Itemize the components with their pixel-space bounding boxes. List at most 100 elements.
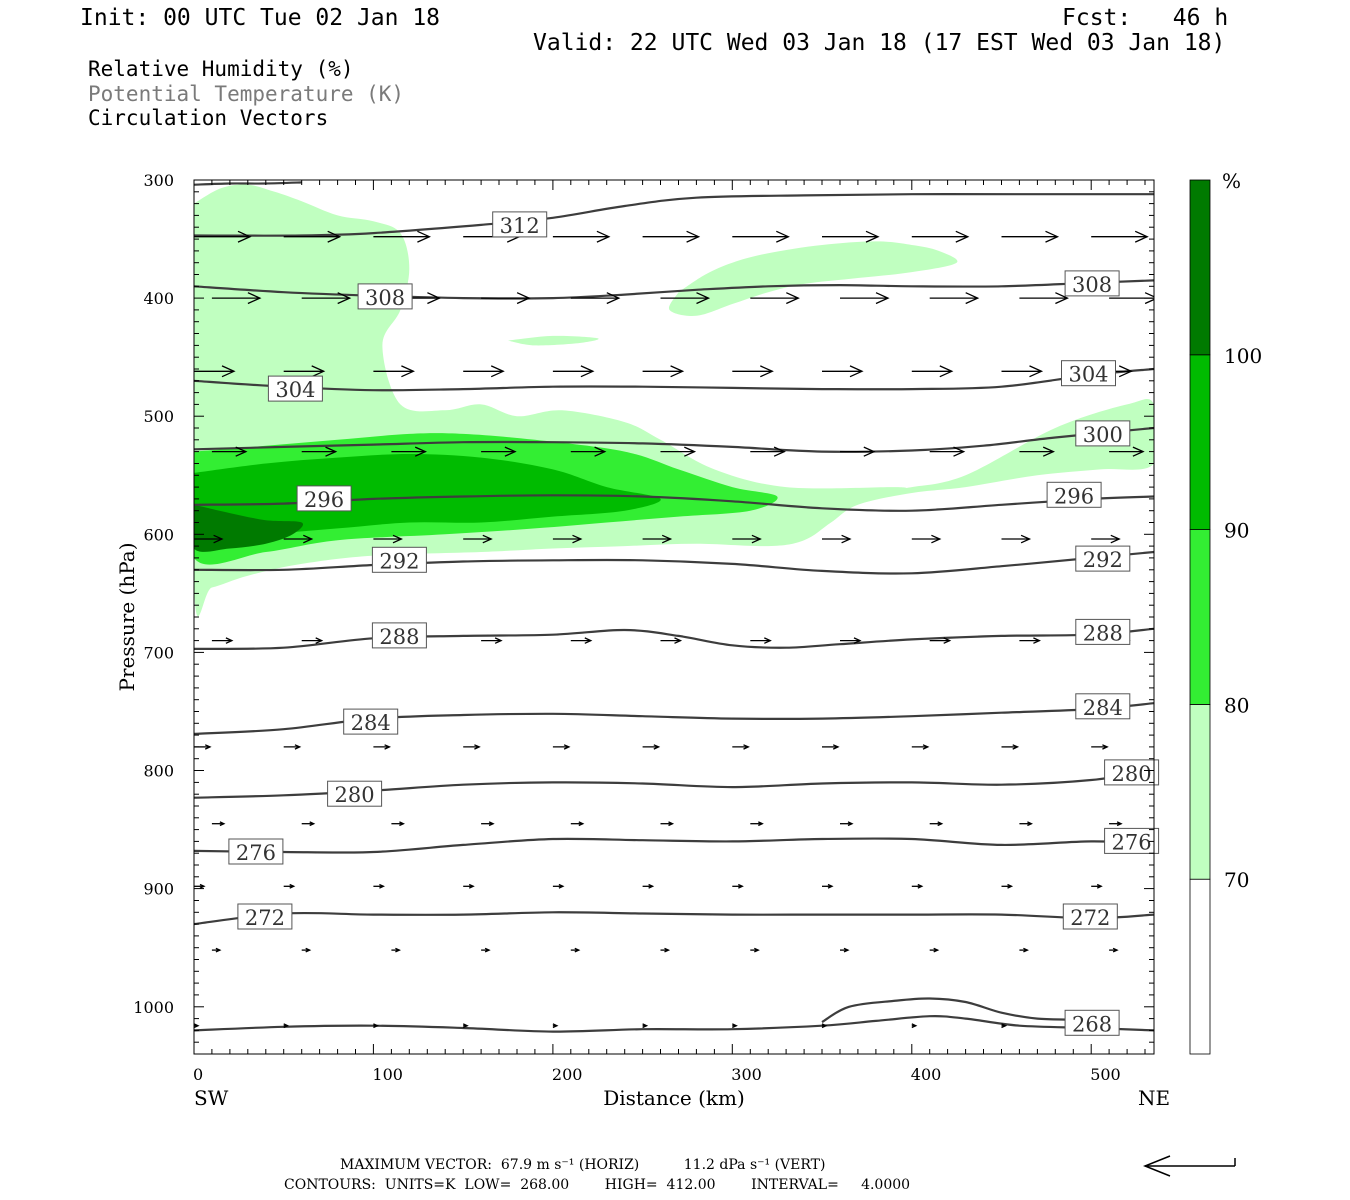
vector-head [578,821,585,827]
vector-5-5 [660,637,683,644]
vector-head [776,230,790,243]
vector-4-0 [194,534,224,544]
vector-6-4 [552,744,571,750]
vector-head [847,821,854,827]
vector-head [199,883,206,889]
vector-head [558,883,565,889]
colorbar-segment-3 [1189,354,1211,530]
vector-head [684,446,697,457]
theta-label-box [1075,693,1131,720]
theta-contour-300-4 [194,426,1154,453]
vector-0-4 [552,230,611,243]
vector-5-3 [481,637,503,644]
theta-label-text: 280 [335,783,375,807]
theta-label-box [267,375,323,402]
x-tick-label: 500 [1090,1065,1121,1084]
vector-head [642,1023,649,1029]
vector-head [738,883,744,889]
vector-head [653,744,661,750]
vector-2-3 [463,365,505,378]
vector-3-4 [570,446,607,457]
vector-2-5 [642,365,685,378]
theta-label-text: 288 [1083,621,1123,645]
vector-0-7 [822,230,880,243]
vector-3-6 [750,446,786,457]
vector-6-2 [373,744,391,750]
vector-9-7 [840,947,850,953]
theta-label-text: 272 [245,906,285,930]
theta-label-280-14: 280 [327,780,383,807]
vector-head [221,365,236,378]
vector-4-9 [1001,534,1032,544]
colorbar-unit: % [1222,169,1241,193]
vector-8-0 [194,883,206,889]
vector-head [213,534,224,544]
vector-2-2 [373,365,415,378]
vector-0-0 [194,230,252,243]
vector-head [965,292,980,305]
vector-5-9 [1019,637,1041,644]
vector-head [827,883,834,889]
vector-4-6 [732,534,762,544]
rh-region-1 [668,241,958,316]
y-tick-label: 600 [143,525,174,544]
theta-label-box [1075,618,1131,645]
vector-7-6 [750,821,764,827]
vector-9-10 [1109,947,1119,953]
vector-head [754,947,760,953]
vector-head [832,744,840,750]
y-tick-label: 400 [143,289,174,308]
init-time: Init: 00 UTC Tue 02 Jan 18 [80,5,441,31]
vector-7-4 [570,821,585,827]
vector-7-8 [929,821,944,827]
vector-head [294,744,302,750]
vector-7-3 [481,821,495,827]
vector-3-5 [660,446,697,457]
vector-head [1027,821,1033,827]
vector-1-9 [1019,292,1069,305]
theta-label-292-9: 292 [1075,545,1131,572]
vector-head [764,637,772,644]
vector-10-2 [373,1023,379,1029]
vector-head [670,365,685,378]
vector-head [1118,365,1133,378]
vector-head [305,947,312,953]
theta-contour-304-3 [194,367,1154,392]
vector-head [953,446,966,457]
forecast-hour: Fcst: 46 h [1062,5,1229,31]
vector-10-7 [821,1023,828,1029]
vector-head [379,883,385,889]
vector-3-3 [481,446,517,457]
vector-head [911,1023,918,1029]
vector-1-7 [840,292,890,305]
vector-4-1 [283,534,314,544]
theta-label-box [492,211,548,238]
vector-head [392,534,403,544]
vector-head [1132,446,1145,457]
vector-8-6 [732,883,744,889]
vector-head [303,534,314,544]
vector-head [1102,744,1109,750]
vector-head [786,292,800,305]
vector-5-8 [929,637,952,644]
theta-contour-272-11 [194,911,1154,926]
contours-info: CONTOURS: UNITS=K LOW= 268.00 HIGH= 412.… [284,1177,911,1193]
theta-label-276-16: 276 [228,838,284,865]
vector-4-2 [373,534,403,544]
vector-head [1023,947,1029,953]
vector-8-5 [642,883,655,889]
y-tick-label: 500 [143,407,174,426]
vector-5-6 [750,637,772,644]
vector-head [686,230,701,243]
theta-contour-284-8 [194,702,1154,735]
vector-2-6 [732,365,774,378]
vector-head [648,883,655,889]
vector-head [1020,534,1032,544]
vector-head [1007,883,1014,889]
reference-vector-arrow [1142,1155,1236,1177]
colorbar-label-90: 90 [1224,519,1249,543]
vector-2-1 [283,365,326,378]
theta-label-text: 312 [500,214,540,238]
vector-head [414,446,427,457]
